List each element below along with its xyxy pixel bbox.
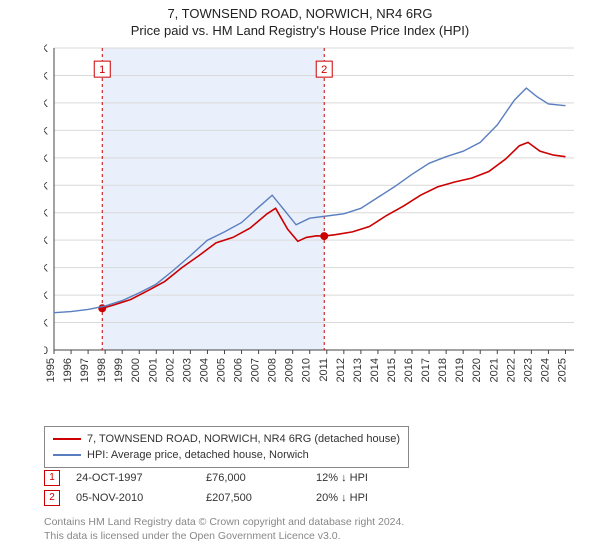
line-chart: £0 £50K £100K £150K £200K £250K £300K £350K £400… — [44, 44, 578, 394]
legend-swatch — [53, 438, 81, 440]
chart-container: 7, TOWNSEND ROAD, NORWICH, NR4 6RG Price… — [0, 0, 600, 560]
svg-text:2004: 2004 — [198, 358, 210, 382]
svg-text:1: 1 — [99, 64, 105, 76]
svg-text:£0: £0 — [44, 345, 48, 357]
svg-text:£550K: £550K — [44, 44, 49, 55]
svg-text:2006: 2006 — [233, 358, 245, 382]
sales-row: 1 24-OCT-1997 £76,000 12% ↓ HPI — [44, 468, 426, 488]
legend-row: 7, TOWNSEND ROAD, NORWICH, NR4 6RG (deta… — [53, 431, 400, 447]
title-block: 7, TOWNSEND ROAD, NORWICH, NR4 6RG Price… — [0, 0, 600, 38]
attribution-line: This data is licensed under the Open Gov… — [44, 530, 404, 544]
title-address: 7, TOWNSEND ROAD, NORWICH, NR4 6RG — [0, 6, 600, 21]
svg-text:2014: 2014 — [369, 358, 381, 382]
title-subtitle: Price paid vs. HM Land Registry's House … — [0, 23, 600, 38]
svg-text:1995: 1995 — [45, 358, 57, 382]
svg-text:2003: 2003 — [181, 358, 193, 382]
svg-text:2019: 2019 — [454, 358, 466, 382]
sale-diff: 20% ↓ HPI — [316, 492, 426, 504]
legend-label: 7, TOWNSEND ROAD, NORWICH, NR4 6RG (deta… — [87, 433, 400, 445]
legend-label: HPI: Average price, detached house, Norw… — [87, 449, 309, 461]
svg-text:2007: 2007 — [250, 358, 262, 382]
svg-text:2020: 2020 — [471, 358, 483, 382]
svg-text:2010: 2010 — [301, 358, 313, 382]
legend-row: HPI: Average price, detached house, Norw… — [53, 447, 400, 463]
svg-text:£100K: £100K — [44, 290, 49, 302]
sale-marker: 2 — [44, 490, 60, 506]
sale-diff: 12% ↓ HPI — [316, 472, 426, 484]
svg-text:1998: 1998 — [96, 358, 108, 382]
sale-date: 24-OCT-1997 — [76, 472, 206, 484]
svg-text:1999: 1999 — [113, 358, 125, 382]
sales-table: 1 24-OCT-1997 £76,000 12% ↓ HPI 2 05-NOV… — [44, 468, 426, 508]
svg-text:2009: 2009 — [284, 358, 296, 382]
svg-text:£150K: £150K — [44, 263, 49, 275]
svg-text:2016: 2016 — [403, 358, 415, 382]
svg-text:2017: 2017 — [420, 358, 432, 382]
sale-price: £207,500 — [206, 492, 316, 504]
sale-price: £76,000 — [206, 472, 316, 484]
attribution-line: Contains HM Land Registry data © Crown c… — [44, 516, 404, 530]
svg-text:2008: 2008 — [267, 358, 279, 382]
chart-area: £0 £50K £100K £150K £200K £250K £300K £350K £400… — [44, 44, 578, 394]
svg-text:2013: 2013 — [352, 358, 364, 382]
svg-text:£300K: £300K — [44, 180, 49, 192]
svg-text:£450K: £450K — [44, 98, 49, 110]
sale-date: 05-NOV-2010 — [76, 492, 206, 504]
svg-text:2002: 2002 — [164, 358, 176, 382]
svg-text:2023: 2023 — [522, 358, 534, 382]
svg-text:2022: 2022 — [505, 358, 517, 382]
svg-text:£250K: £250K — [44, 208, 49, 220]
svg-text:2024: 2024 — [539, 358, 551, 382]
svg-text:2005: 2005 — [215, 358, 227, 382]
svg-text:2015: 2015 — [386, 358, 398, 382]
svg-text:2018: 2018 — [437, 358, 449, 382]
sale-marker: 1 — [44, 470, 60, 486]
sales-row: 2 05-NOV-2010 £207,500 20% ↓ HPI — [44, 488, 426, 508]
svg-text:£400K: £400K — [44, 125, 49, 137]
svg-text:£50K: £50K — [44, 318, 49, 330]
svg-text:2001: 2001 — [147, 358, 159, 382]
svg-text:2021: 2021 — [488, 358, 500, 382]
svg-text:2012: 2012 — [335, 358, 347, 382]
svg-text:£350K: £350K — [44, 153, 49, 165]
svg-text:1996: 1996 — [62, 358, 74, 382]
svg-text:£500K: £500K — [44, 70, 49, 82]
svg-text:1997: 1997 — [79, 358, 91, 382]
svg-text:2011: 2011 — [318, 358, 330, 382]
legend: 7, TOWNSEND ROAD, NORWICH, NR4 6RG (deta… — [44, 426, 409, 468]
svg-text:£200K: £200K — [44, 235, 49, 247]
svg-text:2: 2 — [321, 64, 327, 76]
legend-swatch — [53, 454, 81, 456]
svg-text:2025: 2025 — [556, 358, 568, 382]
svg-text:2000: 2000 — [130, 358, 142, 382]
attribution: Contains HM Land Registry data © Crown c… — [44, 516, 404, 543]
